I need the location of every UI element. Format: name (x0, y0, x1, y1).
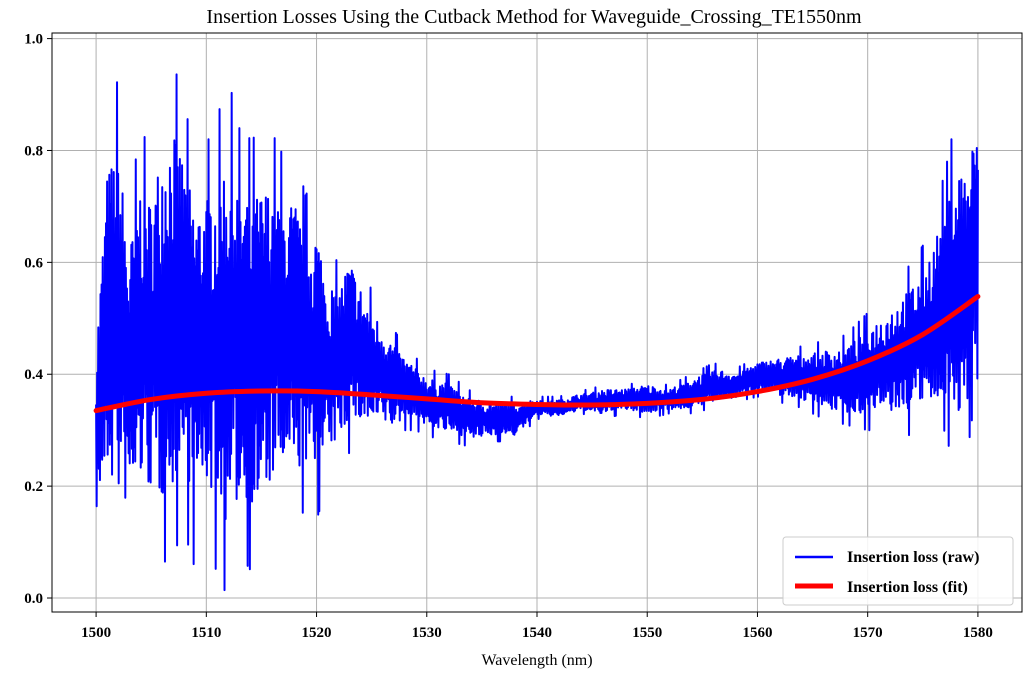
series-raw-line (95, 73, 979, 592)
x-axis-label: Wavelength (nm) (481, 652, 592, 669)
x-tick-label: 1530 (412, 625, 442, 641)
x-tick-label: 1570 (853, 625, 883, 641)
plot-series (93, 73, 981, 592)
x-tick-label: 1520 (302, 625, 332, 641)
y-axis: 0.0 0.2 0.4 0.6 0.8 1.0 (24, 32, 52, 607)
y-tick-label: 0.6 (24, 255, 43, 271)
chart-title: Insertion Losses Using the Cutback Metho… (206, 6, 862, 28)
x-axis: 1500 1510 1520 1530 1540 1550 1560 1570 1580 (81, 612, 993, 641)
y-tick-label: 1.0 (24, 32, 43, 48)
legend: Insertion loss (raw) Insertion loss (fit… (782, 536, 1014, 606)
x-tick-label: 1510 (191, 625, 221, 641)
y-tick-label: 0.8 (24, 143, 43, 159)
x-tick-label: 1560 (742, 625, 772, 641)
x-tick-label: 1540 (522, 625, 552, 641)
x-tick-label: 1550 (632, 625, 662, 641)
x-tick-label: 1580 (963, 625, 993, 641)
series-fit-line (93, 293, 981, 414)
legend-label-fit: Insertion loss (fit) (847, 579, 968, 596)
x-tick-label: 1500 (81, 625, 111, 641)
legend-label-raw: Insertion loss (raw) (847, 549, 979, 566)
y-tick-label: 0.4 (24, 367, 43, 383)
y-tick-label: 0.2 (24, 479, 43, 495)
legend-box (782, 536, 1014, 606)
y-tick-label: 0.0 (24, 591, 43, 607)
